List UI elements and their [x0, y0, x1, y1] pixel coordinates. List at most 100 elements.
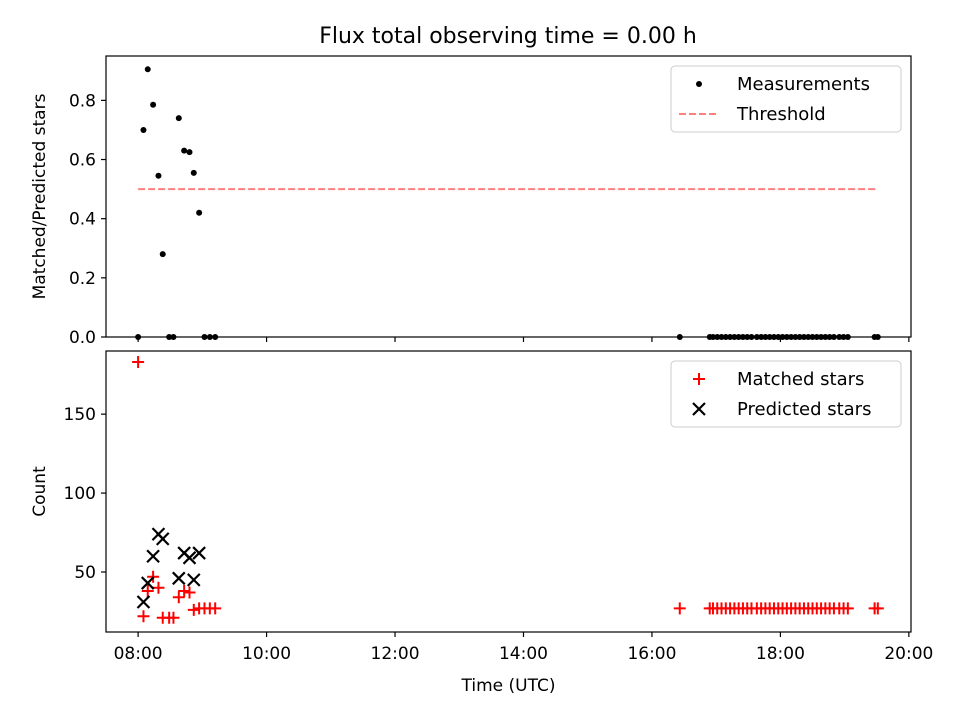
matched-star-point	[841, 602, 854, 615]
y-axis-label: Count	[30, 466, 50, 517]
predicted-star-point	[182, 551, 197, 565]
top-panel-ratio: 0.0 0.2 0.4 0.6 0.8 Matched/Predicted stars Me…	[30, 55, 912, 348]
matched-star-point	[141, 584, 154, 597]
legend-box	[670, 65, 902, 133]
predicted-star-point	[146, 549, 160, 564]
matched-star-point	[183, 586, 196, 599]
matched-star-point	[172, 591, 185, 604]
measurement-point	[181, 147, 188, 154]
measurement-point	[813, 334, 820, 340]
measurement-point	[714, 334, 721, 340]
measurement-point	[874, 334, 881, 340]
predicted-star-point	[140, 576, 155, 590]
x-tick-label: 16:00	[627, 644, 676, 664]
y-tick-label: 50	[74, 563, 96, 583]
legend-label: Matched stars	[737, 369, 864, 390]
y-tick-label: 0.2	[69, 269, 96, 289]
measurement-point	[844, 334, 851, 340]
predicted-star-point	[172, 571, 186, 586]
measurement-point	[135, 334, 142, 340]
matched-star-point	[132, 356, 145, 369]
measurement-point	[190, 169, 197, 176]
measurement-point	[739, 334, 746, 340]
measurement-point	[170, 334, 177, 340]
matched-star-point	[137, 610, 150, 623]
legend-measurement-swatch	[696, 81, 702, 87]
matched-star-point	[673, 602, 686, 615]
matched-star-point	[167, 611, 180, 624]
matched-star-point	[152, 581, 165, 594]
matched-star-point	[871, 602, 884, 615]
measurement-point	[144, 66, 151, 73]
measurement-point	[836, 334, 843, 340]
measurement-point	[796, 334, 803, 340]
measurement-point	[779, 334, 786, 340]
measurement-point	[822, 334, 829, 340]
measurement-point	[766, 334, 773, 340]
x-tick-label: 14:00	[499, 644, 548, 664]
measurement-point	[735, 334, 742, 340]
measurement-point	[753, 334, 760, 340]
legend-box	[670, 360, 902, 428]
measurement-point	[175, 115, 182, 122]
y-tick-label: 100	[64, 484, 96, 504]
measurement-point	[792, 334, 799, 340]
legend-label: Predicted stars	[737, 399, 871, 420]
y-tick-label: 0.6	[69, 151, 96, 171]
y-tick-label: 0.4	[69, 210, 96, 230]
measurement-point	[748, 334, 755, 340]
matched-star-point	[209, 602, 222, 615]
measurement-point	[201, 334, 208, 340]
predicted-star-point	[192, 546, 206, 560]
measurement-point	[775, 334, 782, 340]
axes-frame	[105, 55, 912, 338]
matched-star-point	[178, 584, 191, 597]
measurement-point	[758, 334, 765, 340]
measurement-point	[818, 334, 825, 340]
axes-frame	[105, 350, 912, 633]
legend-predicted-swatch	[692, 402, 706, 416]
measurement-point	[722, 334, 729, 340]
measurement-point	[744, 334, 751, 340]
predicted-star-point	[155, 532, 170, 546]
measurement-point	[676, 334, 683, 340]
measurement-point	[805, 334, 812, 340]
measurement-point	[196, 209, 203, 216]
x-tick-label: 12:00	[371, 644, 420, 664]
measurement-point	[186, 149, 193, 156]
chart-title: Flux total observing time = 0.00 h	[319, 24, 697, 49]
y-tick-label: 0.8	[69, 91, 96, 111]
x-tick-label: 08:00	[114, 644, 163, 664]
predicted-star-point	[187, 573, 201, 587]
predicted-star-point	[136, 595, 151, 609]
measurement-point	[140, 126, 147, 133]
measurement-point	[762, 334, 769, 340]
measurement-point	[718, 334, 725, 340]
y-tick-label: 150	[64, 405, 96, 425]
measurement-point	[830, 334, 837, 340]
measurement-point	[709, 334, 716, 340]
x-tick-label: 20:00	[884, 644, 933, 664]
y-axis-label: Matched/Predicted stars	[30, 93, 50, 299]
measurement-point	[783, 334, 790, 340]
measurement-point	[826, 334, 833, 340]
x-axis-label: Time (UTC)	[461, 676, 556, 696]
legend-matched-swatch	[693, 373, 705, 385]
measurement-point	[212, 334, 219, 340]
matched-star-point	[187, 603, 200, 616]
x-tick-label: 10:00	[242, 644, 291, 664]
measurement-point	[159, 251, 166, 258]
measurement-point	[731, 334, 738, 340]
measurement-point	[800, 334, 807, 340]
measurement-point	[150, 101, 157, 108]
measurement-point	[770, 334, 777, 340]
measurement-point	[166, 334, 173, 340]
measurement-point	[788, 334, 795, 340]
y-tick-label: 0.0	[69, 328, 96, 348]
measurement-point	[206, 334, 213, 340]
bottom-panel-counts: 08:00 10:00 12:00 14:00 16:00 18:00 20:00 50 100…	[30, 350, 933, 696]
legend-label: Threshold	[736, 104, 826, 125]
measurement-point	[809, 334, 816, 340]
measurement-point	[840, 334, 847, 340]
